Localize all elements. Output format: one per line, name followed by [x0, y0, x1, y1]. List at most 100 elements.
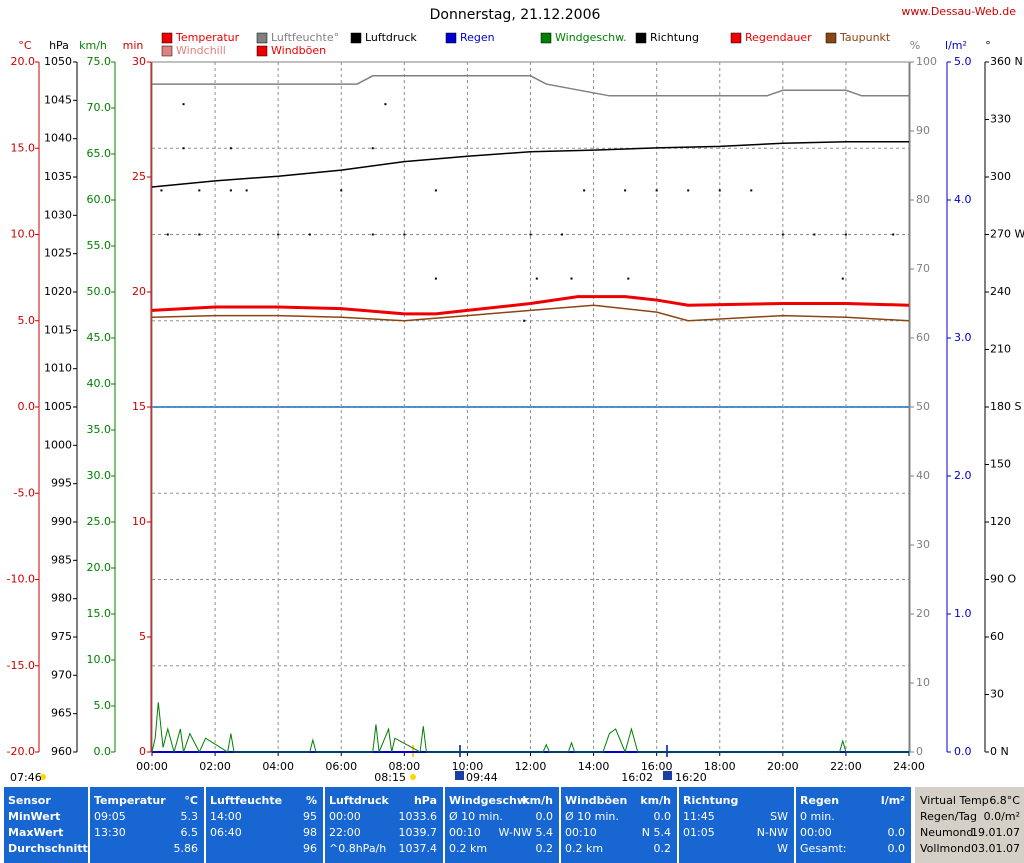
direction-dot [403, 233, 406, 236]
direction-dot [718, 189, 721, 192]
cell-left: Ø 10 min. [565, 810, 619, 823]
y-tick-label: 2.0 [954, 469, 972, 482]
y-tick-label: 150 [990, 458, 1011, 471]
cell-right: 0.2 [535, 842, 554, 855]
y-tick-label: 40 [916, 469, 930, 482]
y-tick-label: 15 [132, 400, 146, 413]
direction-dot [583, 189, 586, 192]
y-tick-label: 65.0 [87, 147, 112, 160]
x-tick-label: 14:00 [578, 760, 610, 773]
column-title: Windgeschw. [449, 794, 531, 807]
legend-label: Windböen [271, 44, 326, 57]
y-tick-label: 1045 [44, 93, 72, 106]
direction-dot [523, 319, 526, 322]
y-tick-label: 5.0 [18, 314, 36, 327]
direction-dot [160, 189, 163, 192]
legend-label: Richtung [650, 31, 699, 44]
direction-dot [655, 189, 658, 192]
sun-moon-time: 16:02 [621, 771, 653, 784]
y-tick-label: 300 [990, 170, 1011, 183]
y-tick-label: 5.0 [954, 55, 972, 68]
y-tick-label: 210 [990, 343, 1011, 356]
column-unit: l/m² [880, 794, 905, 807]
column-title: Temperatur [94, 794, 166, 807]
direction-dot [229, 189, 232, 192]
stats-column: Luftdruck hPa 00:00 1033.6 22:00 1039.7 ^0.8hP… [325, 787, 443, 863]
column-title: Regen [800, 794, 840, 807]
stats-column: Windgeschw. km/h Ø 10 min. 0.0 00:10 W-NW 5.4… [445, 787, 559, 863]
chart-title: Donnerstag, 21.12.2006 [430, 7, 601, 23]
cell-right: 5.86 [173, 842, 199, 855]
y-tick-label: 20 [916, 607, 930, 620]
y-tick-label: 60 [916, 331, 930, 344]
direction-dot [892, 233, 895, 236]
moon-icon [455, 771, 464, 780]
cell-left: 00:10 [565, 826, 597, 839]
info-label: Virtual Temp [920, 794, 989, 807]
y-tick-label: 985 [51, 553, 72, 566]
y-tick-label: 980 [51, 592, 72, 605]
chart: Donnerstag, 21.12.2006 www.Dessau-Web.de… [7, 5, 1024, 784]
y-tick-label: 25.0 [87, 515, 112, 528]
axis-unit: km/h [79, 39, 107, 52]
cell-right: 1037.4 [398, 842, 438, 855]
y-tick-label: 995 [51, 477, 72, 490]
y-tick-label: 0 [139, 745, 146, 758]
info-label: Neumond [920, 826, 974, 839]
cell-left: 13:30 [94, 826, 126, 839]
y-tick-label: 80 [916, 193, 930, 206]
column-unit: °C [184, 794, 198, 807]
info-value: 0.0/m² [983, 810, 1020, 823]
y-tick-label: 1050 [44, 55, 72, 68]
info-value: 19.01.07 [971, 826, 1020, 839]
cell-right: 96 [303, 842, 317, 855]
y-tick-label: 90 [916, 124, 930, 137]
stats-column: Luftfeuchte% 14:00 95 06:40 98 96 [206, 787, 323, 863]
axis-unit: °C [18, 39, 32, 52]
cell-left: 09:05 [94, 810, 126, 823]
y-tick-label: 0.0 [18, 400, 36, 413]
y-tick-label: 0.0 [94, 745, 112, 758]
y-tick-label: 10.0 [11, 228, 36, 241]
cell-left: 01:05 [683, 826, 715, 839]
y-tick-label: 270 W [990, 228, 1024, 241]
y-tick-label: 1020 [44, 285, 72, 298]
y-tick-label: 50 [916, 400, 930, 413]
info-label: Regen/Tag [920, 810, 977, 823]
y-tick-label: 5 [139, 630, 146, 643]
direction-dot [627, 277, 630, 280]
column-unit: hPa [413, 794, 437, 807]
cell-left: 0.2 km [565, 842, 604, 855]
y-tick-label: 60 [990, 630, 1004, 643]
y-tick-label: 975 [51, 630, 72, 643]
y-tick-label: 0.0 [954, 745, 972, 758]
y-tick-label: 40.0 [87, 377, 112, 390]
sun-moon-time: 08:15 [374, 771, 406, 784]
cell-left: Ø 10 min. [449, 810, 503, 823]
y-tick-label: -15.0 [7, 659, 35, 672]
cell-right: 0.0 [535, 810, 554, 823]
x-tick-label: 02:00 [199, 760, 231, 773]
x-tick-label: 06:00 [325, 760, 357, 773]
legend-label: Luftfeuchte° [271, 31, 339, 44]
y-tick-label: 1015 [44, 323, 72, 336]
direction-dot [781, 233, 784, 236]
cell-right: 0.0 [887, 842, 906, 855]
source: www.Dessau-Web.de [901, 5, 1016, 18]
sun-icon [40, 774, 46, 780]
y-tick-label: -5.0 [14, 486, 35, 499]
legend-swatch [256, 45, 268, 57]
y-tick-label: 1000 [44, 438, 72, 451]
y-tick-label: 30 [990, 688, 1004, 701]
column-title: Richtung [683, 794, 739, 807]
legend-label: Luftdruck [365, 31, 417, 44]
legend-swatch [730, 32, 742, 44]
legend-label: Temperatur [175, 31, 240, 44]
cell-right: 0.0 [653, 810, 672, 823]
stats-column: Regen l/m² 0 min. 00:00 0.0 Gesamt: 0.0 [796, 787, 911, 863]
y-tick-label: -10.0 [7, 573, 35, 586]
legend-label: Windgeschw. [555, 31, 627, 44]
column-title: Sensor [8, 794, 51, 807]
axis-unit: % [910, 39, 920, 52]
y-tick-label: 1.0 [954, 607, 972, 620]
